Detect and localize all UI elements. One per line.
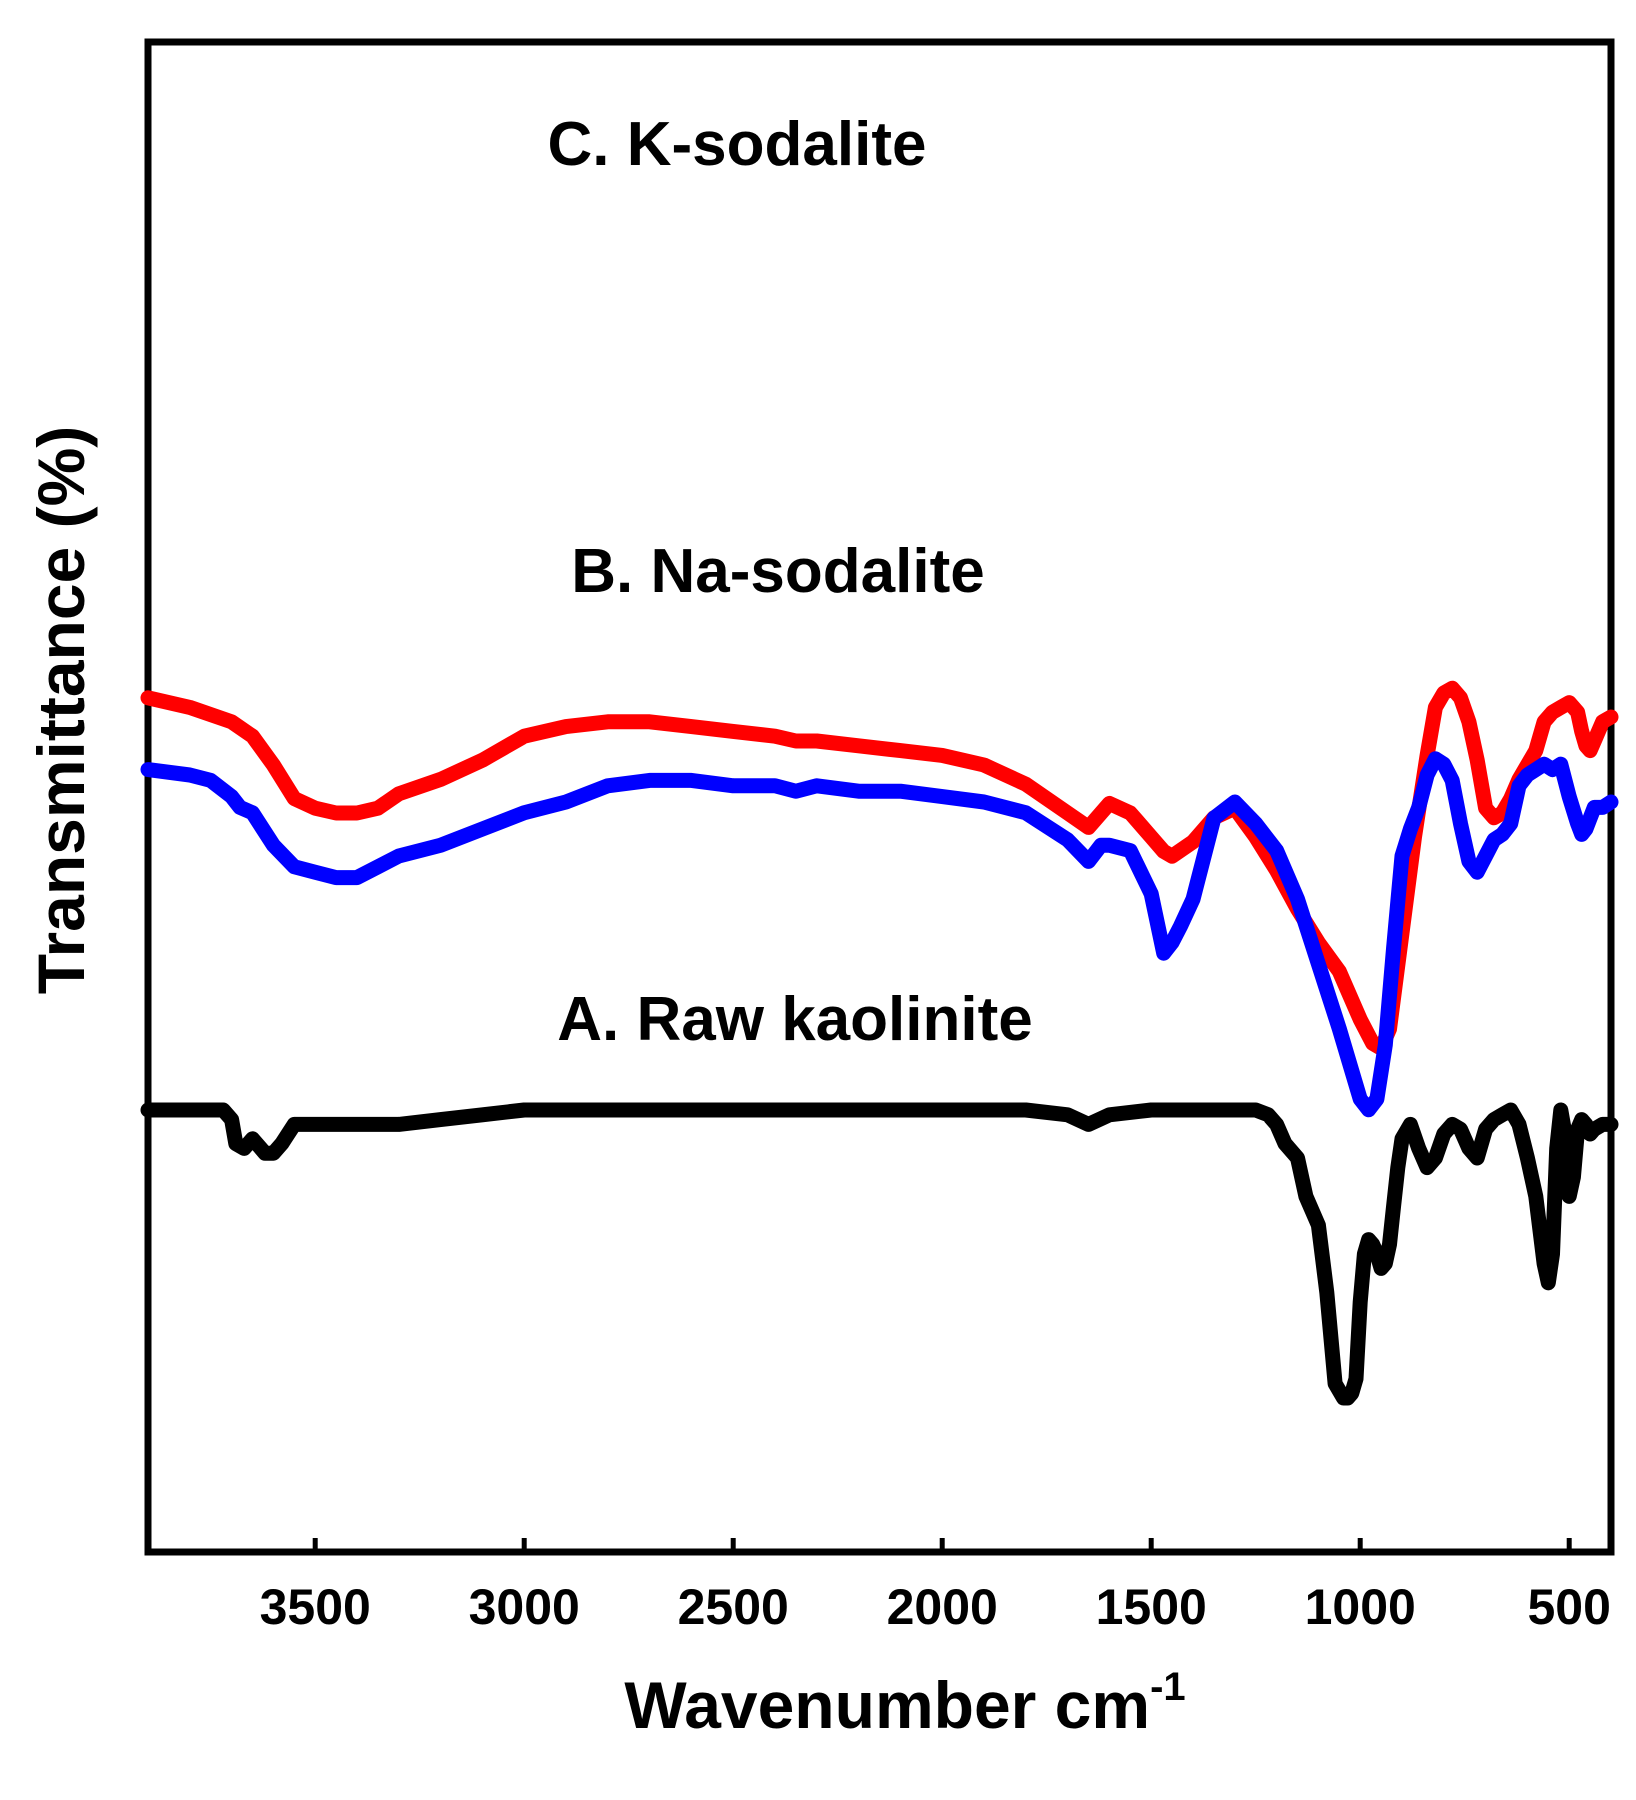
x-axis-ticks — [312, 1538, 1572, 1552]
x-tick-label-2500: 2500 — [678, 1579, 789, 1635]
series-labels: C. K-sodalite B. Na-sodalite A. Raw kaolin… — [548, 110, 1033, 1054]
x-tick-label-3500: 3500 — [260, 1579, 371, 1635]
x-axis-tick-labels: 3500 3000 2500 2000 1500 1000 500 — [260, 1579, 1611, 1635]
series-layer — [140, 680, 1619, 1406]
y-axis-title: Transmittance (%) — [24, 426, 98, 994]
x-axis-title: Wavenumber cm-1 — [624, 1665, 1185, 1742]
series-line-b-na-sodalite — [140, 751, 1619, 1118]
series-label-a-raw-kaolinite: A. Raw kaolinite — [557, 985, 1032, 1054]
x-tick-label-1500: 1500 — [1096, 1579, 1207, 1635]
x-tick-label-3000: 3000 — [469, 1579, 580, 1635]
series-label-c-k-sodalite: C. K-sodalite — [548, 110, 927, 179]
x-tick-label-1000: 1000 — [1305, 1579, 1416, 1635]
x-tick-label-500: 500 — [1527, 1579, 1610, 1635]
series-label-b-na-sodalite: B. Na-sodalite — [571, 537, 984, 606]
x-tick-label-2000: 2000 — [887, 1579, 998, 1635]
series-line-a-raw-kaolinite — [140, 1102, 1619, 1406]
